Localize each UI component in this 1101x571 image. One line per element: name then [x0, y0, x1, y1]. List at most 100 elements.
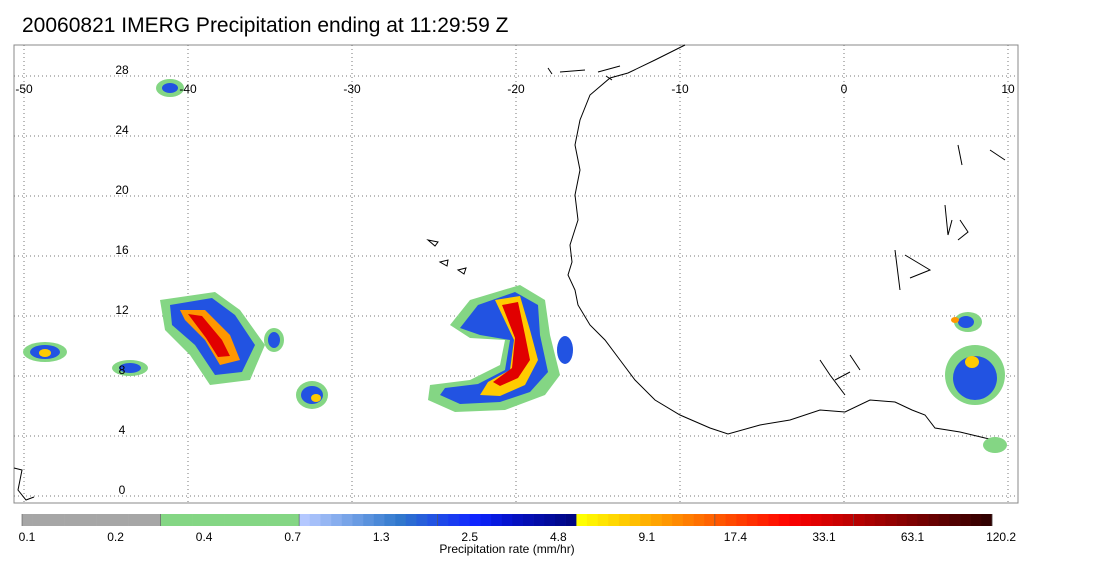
colorbar-cell [75, 514, 87, 526]
colorbar-cell [725, 514, 737, 526]
colorbar-cell [608, 514, 620, 526]
colorbar-cell [171, 514, 183, 526]
colorbar-cell [693, 514, 705, 526]
latitude-label: 28 [115, 63, 129, 77]
colorbar-tick-label: 1.3 [373, 530, 390, 544]
latitude-label: 24 [115, 123, 129, 137]
colorbar-cell [554, 514, 566, 526]
colorbar-cell [117, 514, 129, 526]
africa-coastline [567, 44, 1006, 443]
colorbar-tick-label: 4.8 [550, 530, 567, 544]
precip-system-west-central [160, 292, 265, 385]
colorbar-cell [469, 514, 481, 526]
grid-lines [14, 45, 1018, 503]
colorbar-cell [938, 514, 950, 526]
colorbar-cell [853, 514, 865, 526]
precip-system-west-edge [23, 342, 67, 362]
colorbar-cell [405, 514, 417, 526]
colorbar-cell [256, 514, 268, 526]
colorbar-cell [128, 514, 140, 526]
longitude-label: 10 [1001, 82, 1015, 96]
colorbar-cell [352, 514, 364, 526]
colorbar-cell [768, 514, 780, 526]
colorbar-cell [427, 514, 439, 526]
islands [13, 239, 467, 501]
colorbar-cell [384, 514, 396, 526]
colorbar-cell [885, 514, 897, 526]
colorbar-cell [778, 514, 790, 526]
colorbar-cell [224, 514, 236, 526]
colorbar-cell [928, 514, 940, 526]
colorbar-cell [480, 514, 492, 526]
colorbar-cell [85, 514, 97, 526]
colorbar-cell [32, 514, 44, 526]
colorbar-cell [203, 514, 215, 526]
colorbar-cell [22, 514, 33, 526]
colorbar-cell [181, 514, 193, 526]
precip-system-mid-small [112, 79, 573, 409]
map-title: 20060821 IMERG Precipitation ending at 1… [22, 14, 509, 37]
colorbar-label: Precipitation rate (mm/hr) [439, 542, 574, 556]
precip-system-east [945, 312, 1007, 453]
coastline-detail-1 [547, 65, 621, 81]
colorbar-cell [235, 514, 247, 526]
colorbar-cell [661, 514, 673, 526]
colorbar-cell [864, 514, 876, 526]
colorbar-cell [43, 514, 55, 526]
colorbar-cell [512, 514, 524, 526]
colorbar-cell [917, 514, 929, 526]
colorbar-cell [682, 514, 694, 526]
colorbar-cell [789, 514, 801, 526]
colorbar-cell [544, 514, 556, 526]
colorbar-cell [213, 514, 225, 526]
colorbar-cell [107, 514, 119, 526]
colorbar-cell [501, 514, 513, 526]
colorbar-cell [650, 514, 662, 526]
colorbar-cell [640, 514, 652, 526]
colorbar-cell [288, 514, 300, 526]
colorbar-cell [448, 514, 460, 526]
latitude-label: 16 [115, 243, 129, 257]
colorbar-cell [896, 514, 908, 526]
colorbar-cell [618, 514, 630, 526]
colorbar-cell [704, 514, 716, 526]
colorbar [21, 514, 993, 526]
colorbar-cell [565, 514, 577, 526]
colorbar-cell [416, 514, 428, 526]
latitude-label: 8 [119, 363, 126, 377]
colorbar-tick-label: 0.4 [196, 530, 213, 544]
colorbar-cell [395, 514, 407, 526]
latitude-label: 4 [119, 423, 126, 437]
colorbar-cell [96, 514, 108, 526]
colorbar-tick-label: 9.1 [639, 530, 656, 544]
colorbar-tick-label: 63.1 [901, 530, 925, 544]
longitude-label: 0 [841, 82, 848, 96]
colorbar-tick-label: 17.4 [724, 530, 748, 544]
colorbar-cell [970, 514, 982, 526]
colorbar-cell [832, 514, 844, 526]
colorbar-cell [363, 514, 375, 526]
colorbar-cell [192, 514, 204, 526]
precip-system-central [428, 285, 560, 412]
colorbar-cell [736, 514, 748, 526]
colorbar-cell [331, 514, 343, 526]
colorbar-cell [277, 514, 289, 526]
colorbar-cell [522, 514, 534, 526]
colorbar-cell [629, 514, 641, 526]
colorbar-cell [320, 514, 332, 526]
colorbar-cell [533, 514, 545, 526]
colorbar-cell [245, 514, 257, 526]
colorbar-cell [810, 514, 822, 526]
longitude-label: -50 [15, 82, 33, 96]
latitude-label: 0 [119, 483, 126, 497]
colorbar-cell [491, 514, 502, 526]
colorbar-cell [821, 514, 833, 526]
latitude-label: 12 [115, 303, 129, 317]
longitude-label: -10 [671, 82, 689, 96]
longitude-label: -40 [179, 82, 197, 96]
colorbar-cell [149, 514, 161, 526]
colorbar-cell [981, 514, 993, 526]
colorbar-cell [949, 514, 961, 526]
latitude-label: 20 [115, 183, 129, 197]
